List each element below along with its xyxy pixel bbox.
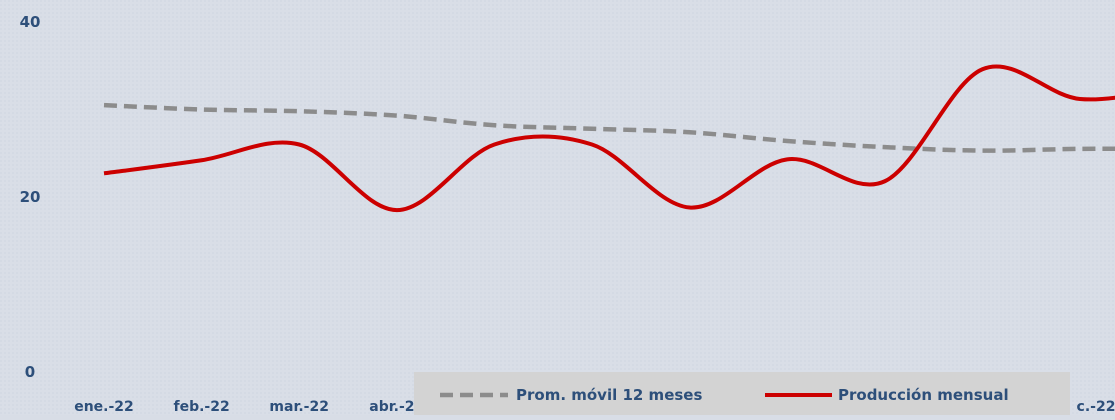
x-tick-label: feb.-22 — [173, 399, 229, 415]
y-axis: 0 20 40 — [20, 13, 41, 381]
x-tick-label: c.-22 — [1077, 399, 1115, 415]
y-tick-label: 40 — [20, 13, 41, 31]
y-tick-label: 20 — [20, 188, 41, 206]
moving-average-line — [103, 102, 1115, 153]
monthly-production-line — [103, 64, 1115, 213]
x-tick-label: mar.-22 — [269, 399, 329, 415]
y-tick-label: 0 — [25, 363, 35, 381]
legend-label: Producción mensual — [838, 386, 1009, 404]
legend-box — [414, 372, 1070, 415]
x-tick-label: ene.-22 — [74, 399, 134, 415]
series-layer — [103, 64, 1115, 213]
x-tick-label: abr.-22 — [369, 399, 424, 415]
legend: Prom. móvil 12 meses Producción mensual — [414, 372, 1070, 415]
legend-label: Prom. móvil 12 meses — [516, 386, 702, 404]
x-axis: ene.-22 feb.-22 mar.-22 abr.-22 c.-22 — [74, 399, 1115, 415]
